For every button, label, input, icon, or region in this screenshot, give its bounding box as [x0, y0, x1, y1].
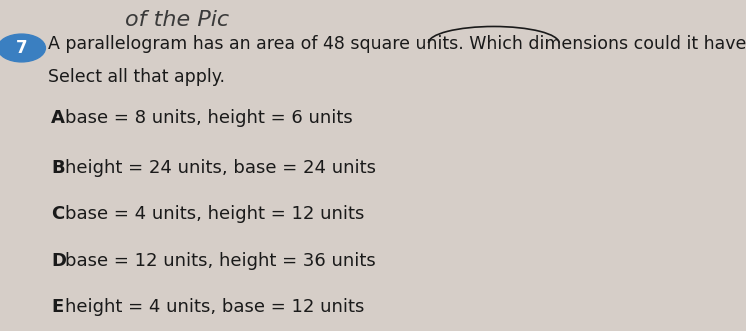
Circle shape: [0, 34, 46, 62]
Text: height = 4 units, base = 12 units: height = 4 units, base = 12 units: [65, 298, 365, 316]
Text: E: E: [51, 298, 63, 316]
Text: A parallelogram has an area of 48 square units. Which dimensions could it have?: A parallelogram has an area of 48 square…: [48, 35, 746, 53]
Text: of the Pic: of the Pic: [125, 10, 229, 30]
Text: base = 8 units, height = 6 units: base = 8 units, height = 6 units: [65, 109, 353, 127]
Text: base = 4 units, height = 12 units: base = 4 units, height = 12 units: [65, 205, 365, 223]
Text: 7: 7: [16, 39, 28, 57]
Text: B: B: [51, 159, 65, 177]
Text: A: A: [51, 109, 65, 127]
Text: C: C: [51, 205, 64, 223]
Text: base = 12 units, height = 36 units: base = 12 units, height = 36 units: [65, 252, 376, 269]
Text: height = 24 units, base = 24 units: height = 24 units, base = 24 units: [65, 159, 376, 177]
Text: D: D: [51, 252, 66, 269]
Text: Select all that apply.: Select all that apply.: [48, 68, 225, 86]
